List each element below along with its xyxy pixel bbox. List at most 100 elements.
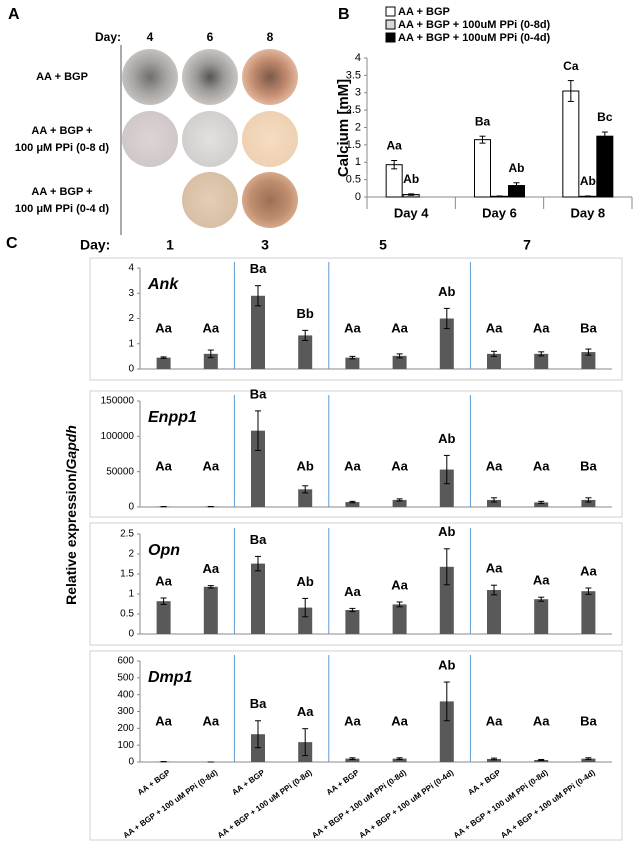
bar — [534, 502, 549, 507]
annotation: Aa — [155, 320, 172, 335]
annotation: Aa — [533, 320, 550, 335]
bar — [298, 489, 313, 507]
well — [182, 49, 238, 105]
y-tick-label: 100000 — [101, 431, 135, 442]
well — [242, 111, 298, 167]
day-label: Day: — [95, 30, 121, 44]
y-tick-label: 2 — [128, 549, 134, 560]
annotation: Aa — [344, 713, 361, 728]
annotation: Ab — [438, 284, 455, 299]
legend-label: AA + BGP — [398, 6, 450, 18]
y-tick-label: 50000 — [106, 466, 134, 477]
bar — [534, 759, 549, 762]
annotation: Aa — [391, 458, 408, 473]
x-tick-label: AA + BGP — [466, 768, 503, 797]
annotation: Ab — [403, 172, 419, 186]
annotation: Ab — [297, 574, 314, 589]
bar — [534, 599, 549, 634]
row-label: AA + BGP — [36, 71, 88, 83]
y-tick-label: 100 — [117, 740, 134, 751]
annotation: Aa — [486, 713, 503, 728]
annotation: Aa — [533, 713, 550, 728]
x-tick-label: Day 6 — [482, 205, 517, 220]
y-tick-label: 1 — [128, 589, 134, 600]
gene-label: Dmp1 — [148, 669, 193, 686]
x-tick-label: AA + BGP + 100 uM PPi (0-8d) — [121, 768, 219, 840]
x-tick-label: AA + BGP + 100 uM PPi (0-4d) — [499, 768, 597, 840]
annotation: Ba — [580, 713, 597, 728]
annotation: Ba — [250, 261, 267, 276]
legend-swatch — [385, 6, 396, 17]
annotation: Ba — [250, 532, 267, 547]
annotation: Aa — [391, 713, 408, 728]
annotation: Ca — [563, 59, 579, 73]
y-tick-label: 2 — [128, 313, 134, 324]
y-tick-label: 0.5 — [120, 609, 134, 620]
annotation: Aa — [202, 320, 219, 335]
y-tick-label: 3 — [355, 87, 361, 99]
well — [242, 49, 298, 105]
x-tick-label: AA + BGP — [230, 768, 267, 797]
wells — [122, 49, 298, 228]
y-tick-label: 3 — [128, 288, 134, 299]
day: 3 — [261, 237, 269, 253]
annotation: Ba — [475, 114, 491, 128]
annotation: Ba — [250, 696, 267, 711]
well — [182, 172, 238, 228]
bar — [298, 607, 313, 634]
annotation: Aa — [155, 713, 172, 728]
bar — [251, 563, 265, 634]
annotation: Aa — [386, 139, 402, 153]
legend-swatch — [385, 19, 396, 30]
annotation: Ab — [438, 524, 455, 539]
y-tick-label: 400 — [117, 689, 134, 700]
bar — [385, 164, 403, 198]
row-label: AA + BGP + — [31, 186, 92, 198]
bar — [562, 90, 580, 198]
bar — [487, 758, 501, 762]
day: 6 — [207, 30, 214, 44]
bar — [487, 499, 501, 507]
well — [242, 172, 298, 228]
annotation: Bc — [597, 110, 613, 124]
bar — [439, 701, 454, 762]
x-tick-label: AA + BGP — [136, 768, 173, 797]
bar — [251, 295, 265, 369]
bar — [487, 590, 501, 634]
bar — [581, 499, 596, 507]
day-label: Day: — [80, 237, 110, 253]
annotation: Aa — [580, 563, 597, 578]
legend-label: AA + BGP + 100uM PPi (0-4d) — [398, 32, 551, 44]
gene-label: Opn — [148, 542, 180, 559]
y-tick-label: 0 — [128, 502, 134, 513]
bar — [392, 499, 407, 507]
annotation: Aa — [486, 320, 503, 335]
y-tick-label: 2.5 — [346, 104, 361, 116]
annotation: Aa — [486, 561, 503, 576]
bar — [203, 353, 218, 369]
bar — [581, 591, 596, 634]
subplot-frame — [89, 257, 623, 381]
y-tick-label: 3.5 — [346, 69, 361, 81]
y-tick-label: 2.5 — [120, 529, 134, 540]
y-tick-label: 4 — [128, 263, 134, 274]
row-label: 100 μM PPi (0-8 d) — [15, 142, 109, 154]
day: 8 — [267, 30, 274, 44]
annotation: Aa — [533, 573, 550, 588]
bar — [474, 139, 491, 198]
gene-label: Ank — [147, 276, 179, 293]
bar — [392, 355, 407, 369]
y-tick-label: 1 — [128, 338, 134, 349]
x-tick-label: AA + BGP + 100 uM PPi (0-4d) — [357, 768, 455, 840]
annotation: Ab — [438, 431, 455, 446]
bar — [392, 604, 407, 634]
annotation: Aa — [202, 561, 219, 576]
annotation: Aa — [391, 577, 408, 592]
annotation: Aa — [344, 320, 361, 335]
day: 1 — [166, 237, 174, 253]
bar — [345, 758, 360, 762]
x-tick-label: Day 4 — [394, 205, 429, 220]
day: 7 — [523, 237, 531, 253]
